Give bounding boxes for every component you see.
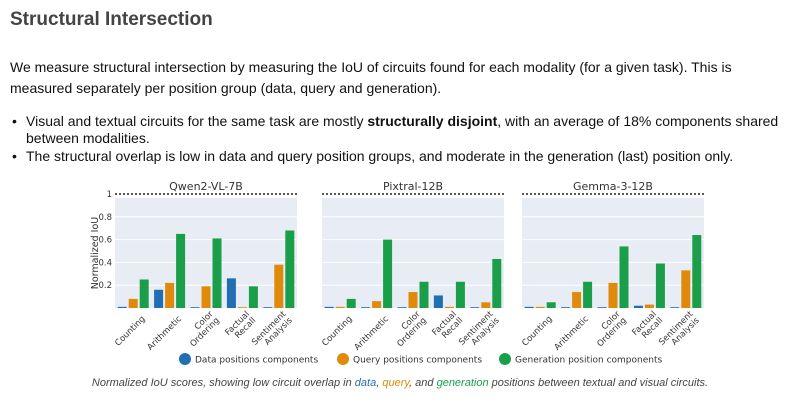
bar xyxy=(572,292,582,308)
bar xyxy=(190,307,200,308)
bar xyxy=(470,307,480,308)
bar xyxy=(481,302,491,308)
bar xyxy=(670,307,680,308)
bar xyxy=(324,306,334,308)
bar xyxy=(176,233,186,308)
bar xyxy=(561,307,571,308)
bar xyxy=(212,238,222,308)
bar xyxy=(263,307,273,308)
bar xyxy=(524,306,534,308)
bar xyxy=(346,298,356,308)
bar xyxy=(633,305,643,308)
bar xyxy=(419,281,429,308)
panel-title: Gemma-3-12B xyxy=(573,180,653,193)
bar xyxy=(237,307,247,308)
bullet-2-text: The structural overlap is low in data an… xyxy=(26,148,734,164)
caption-data-word: data xyxy=(354,377,377,389)
bar xyxy=(444,306,454,308)
bar xyxy=(383,239,393,308)
caption-text-end: positions between textual and visual cir… xyxy=(488,377,709,389)
x-tick-label: Arithmetic xyxy=(146,314,185,353)
y-tick-label: 0.4 xyxy=(98,258,112,268)
x-tick-label: Counting xyxy=(320,314,354,348)
caption-generation-word: generation xyxy=(436,377,489,389)
legend-label: Data positions components xyxy=(195,356,318,366)
caption-sep-1: , xyxy=(376,377,383,389)
bar xyxy=(154,289,164,308)
x-tick-label: ColorOrdering xyxy=(589,309,629,349)
bar xyxy=(619,246,629,308)
bar xyxy=(285,230,295,308)
bar xyxy=(597,307,607,308)
bar xyxy=(274,264,284,308)
bar xyxy=(583,281,593,308)
x-tick-label: Arithmetic xyxy=(553,314,592,353)
bar xyxy=(117,306,127,308)
x-tick-label: Arithmetic xyxy=(353,314,392,353)
bullet-1-emphasis: structurally disjoint xyxy=(367,113,498,129)
y-tick-label: 0.6 xyxy=(98,236,112,246)
panel-background xyxy=(322,198,504,308)
caption-sep-2: , and xyxy=(409,377,437,389)
bar xyxy=(644,304,654,308)
panel-title: Qwen2-VL-7B xyxy=(169,180,243,193)
caption-query-word: query xyxy=(382,377,410,389)
x-tick-label-line: Arithmetic xyxy=(553,314,592,353)
bar xyxy=(128,298,138,308)
bar xyxy=(692,235,702,308)
bar xyxy=(372,301,382,308)
iou-chart-figure: Normalized IoU 0.2 0.4 0.6 0.8 1 Qwen2-VL-7B Co… xyxy=(85,178,725,373)
x-tick-label: SentimentAnalysis xyxy=(657,309,702,354)
bar xyxy=(226,278,236,308)
bar xyxy=(492,258,502,308)
page-title: Structural Intersection xyxy=(10,9,213,30)
x-tick-label: SentimentAnalysis xyxy=(250,309,295,354)
bar xyxy=(361,307,371,308)
panel-title: Pixtral-12B xyxy=(383,180,443,193)
x-tick-label: Counting xyxy=(520,314,554,348)
x-tick-label-line: Arithmetic xyxy=(353,314,392,353)
bar xyxy=(408,292,418,308)
legend-label: Query positions components xyxy=(353,356,482,366)
y-axis-label: Normalized IoU xyxy=(90,217,101,290)
bar xyxy=(608,282,618,308)
bar xyxy=(535,306,545,308)
figure-caption: Normalized IoU scores, showing low circu… xyxy=(0,377,800,389)
bar xyxy=(165,282,175,308)
x-tick-label-line: Counting xyxy=(520,314,554,348)
y-tick-label: 1 xyxy=(107,190,112,200)
bar xyxy=(201,286,211,308)
bar xyxy=(655,263,665,308)
bar xyxy=(455,281,465,308)
bullet-list: Visual and textual circuits for the same… xyxy=(10,113,795,166)
x-tick-label-line: Counting xyxy=(113,314,147,348)
x-tick-label-line: Counting xyxy=(320,314,354,348)
bullet-item-disjoint: Visual and textual circuits for the same… xyxy=(10,113,795,147)
bar xyxy=(397,307,407,308)
x-tick-label: Counting xyxy=(113,314,147,348)
bar xyxy=(546,302,556,308)
x-tick-label: ColorOrdering xyxy=(389,309,429,349)
bar xyxy=(139,279,149,308)
bullet-1-text-start: Visual and textual circuits for the same… xyxy=(26,113,368,129)
bar xyxy=(335,306,345,308)
bullet-1-text-end: , with an average of 18% components shar… xyxy=(26,113,779,146)
bar xyxy=(433,295,443,308)
caption-text-start: Normalized IoU scores, showing low circu… xyxy=(91,377,355,389)
bullet-item-overlap: The structural overlap is low in data an… xyxy=(10,148,795,165)
x-tick-label-line: Arithmetic xyxy=(146,314,185,353)
y-tick-label: 0.8 xyxy=(98,213,112,223)
x-tick-label: SentimentAnalysis xyxy=(457,309,502,354)
bar xyxy=(248,286,258,308)
y-tick-label: 0.2 xyxy=(98,281,112,291)
bar xyxy=(681,270,691,308)
x-tick-label: ColorOrdering xyxy=(182,309,222,349)
legend-label: Generation position components xyxy=(515,356,662,366)
legend-marker xyxy=(499,353,511,365)
legend-marker xyxy=(337,353,349,365)
legend-marker xyxy=(179,353,191,365)
intro-paragraph: We measure structural intersection by me… xyxy=(10,59,732,96)
